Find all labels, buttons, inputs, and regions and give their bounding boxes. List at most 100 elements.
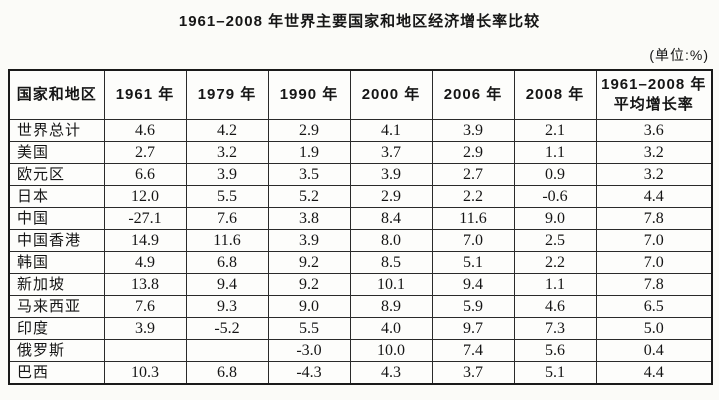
region-cell: 美国: [8, 140, 105, 164]
value-cell: 4.4: [595, 184, 713, 208]
region-cell: 马来西亚: [8, 294, 105, 318]
value-cell: 5.9: [431, 294, 515, 318]
region-cell: 世界总计: [8, 118, 105, 142]
column-header-1961: 1961 年: [103, 69, 187, 120]
value-cell: 7.6: [103, 294, 187, 318]
value-cell: 9.0: [267, 294, 351, 318]
value-cell: 12.0: [103, 184, 187, 208]
value-cell: 1.1: [513, 272, 597, 296]
value-cell: 10.1: [349, 272, 433, 296]
value-cell: 5.5: [267, 316, 351, 340]
value-cell: 3.9: [349, 162, 433, 186]
column-header-2008: 2008 年: [513, 69, 597, 120]
value-cell: 4.3: [349, 360, 433, 384]
table-row: 日本 12.0 5.5 5.2 2.9 2.2 -0.6 4.4: [8, 184, 713, 208]
value-cell: 5.1: [513, 360, 597, 384]
value-cell: 3.9: [185, 162, 269, 186]
value-cell: 11.6: [431, 206, 515, 230]
table-row: 中国 -27.1 7.6 3.8 8.4 11.6 9.0 7.8: [8, 206, 713, 230]
table-row: 韩国 4.9 6.8 9.2 8.5 5.1 2.2 7.0: [8, 250, 713, 274]
region-cell: 韩国: [8, 250, 105, 274]
header-row: 国家和地区 1961 年 1979 年 1990 年 2000 年 2006 年…: [8, 69, 713, 120]
value-cell: 4.9: [103, 250, 187, 274]
value-cell: 3.9: [103, 316, 187, 340]
value-cell: 5.6: [513, 338, 597, 362]
value-cell: 9.4: [185, 272, 269, 296]
value-cell: 10.3: [103, 360, 187, 384]
value-cell: 7.4: [431, 338, 515, 362]
column-header-average: 1961–2008 年 平均增长率: [595, 69, 713, 120]
table-row: 巴西 10.3 6.8 -4.3 4.3 3.7 5.1 4.4: [8, 360, 713, 384]
region-cell: 俄罗斯: [8, 338, 105, 362]
value-cell: 3.9: [431, 118, 515, 142]
value-cell: 3.5: [267, 162, 351, 186]
value-cell: 7.0: [595, 228, 713, 252]
value-cell: 9.0: [513, 206, 597, 230]
value-cell: 3.6: [595, 118, 713, 142]
value-cell: 2.9: [267, 118, 351, 142]
value-cell: 2.2: [431, 184, 515, 208]
region-cell: 日本: [8, 184, 105, 208]
value-cell: -4.3: [267, 360, 351, 384]
value-cell: 11.6: [185, 228, 269, 252]
value-cell: [185, 338, 269, 362]
value-cell: -5.2: [185, 316, 269, 340]
value-cell: 2.9: [349, 184, 433, 208]
value-cell: 10.0: [349, 338, 433, 362]
value-cell: 2.5: [513, 228, 597, 252]
region-cell: 巴西: [8, 360, 105, 384]
value-cell: 8.9: [349, 294, 433, 318]
value-cell: 5.5: [185, 184, 269, 208]
value-cell: -27.1: [103, 206, 187, 230]
value-cell: 8.4: [349, 206, 433, 230]
column-header-region: 国家和地区: [8, 69, 105, 120]
growth-rate-table: 国家和地区 1961 年 1979 年 1990 年 2000 年 2006 年…: [8, 69, 713, 385]
value-cell: 9.7: [431, 316, 515, 340]
value-cell: -3.0: [267, 338, 351, 362]
table-body: 世界总计 4.6 4.2 2.9 4.1 3.9 2.1 3.6 美国 2.7 3.2 1.9 3.7 2…: [8, 118, 713, 384]
value-cell: 3.2: [185, 140, 269, 164]
value-cell: 7.8: [595, 272, 713, 296]
value-cell: 0.4: [595, 338, 713, 362]
value-cell: 3.7: [349, 140, 433, 164]
value-cell: 1.1: [513, 140, 597, 164]
value-cell: 2.7: [431, 162, 515, 186]
value-cell: 7.0: [595, 250, 713, 274]
value-cell: 4.2: [185, 118, 269, 142]
value-cell: 5.0: [595, 316, 713, 340]
value-cell: 7.8: [595, 206, 713, 230]
value-cell: 8.0: [349, 228, 433, 252]
value-cell: 6.5: [595, 294, 713, 318]
value-cell: 4.1: [349, 118, 433, 142]
value-cell: 5.1: [431, 250, 515, 274]
region-cell: 印度: [8, 316, 105, 340]
value-cell: 9.2: [267, 272, 351, 296]
table-row: 中国香港 14.9 11.6 3.9 8.0 7.0 2.5 7.0: [8, 228, 713, 252]
table-row: 新加坡 13.8 9.4 9.2 10.1 9.4 1.1 7.8: [8, 272, 713, 296]
value-cell: 7.0: [431, 228, 515, 252]
value-cell: 2.1: [513, 118, 597, 142]
unit-note: (单位:%): [649, 47, 709, 63]
value-cell: 3.8: [267, 206, 351, 230]
table-row: 俄罗斯 -3.0 10.0 7.4 5.6 0.4: [8, 338, 713, 362]
value-cell: 8.5: [349, 250, 433, 274]
value-cell: 9.4: [431, 272, 515, 296]
value-cell: 3.2: [595, 162, 713, 186]
column-header-2000: 2000 年: [349, 69, 433, 120]
value-cell: 9.2: [267, 250, 351, 274]
value-cell: 3.9: [267, 228, 351, 252]
value-cell: 2.9: [431, 140, 515, 164]
value-cell: 2.2: [513, 250, 597, 274]
value-cell: 3.7: [431, 360, 515, 384]
table-row: 美国 2.7 3.2 1.9 3.7 2.9 1.1 3.2: [8, 140, 713, 164]
value-cell: 14.9: [103, 228, 187, 252]
page-title: 1961–2008 年世界主要国家和地区经济增长率比较: [178, 13, 541, 30]
region-cell: 中国: [8, 206, 105, 230]
value-cell: 6.8: [185, 360, 269, 384]
value-cell: 0.9: [513, 162, 597, 186]
value-cell: 2.7: [103, 140, 187, 164]
value-cell: 6.8: [185, 250, 269, 274]
value-cell: 7.3: [513, 316, 597, 340]
value-cell: 9.3: [185, 294, 269, 318]
